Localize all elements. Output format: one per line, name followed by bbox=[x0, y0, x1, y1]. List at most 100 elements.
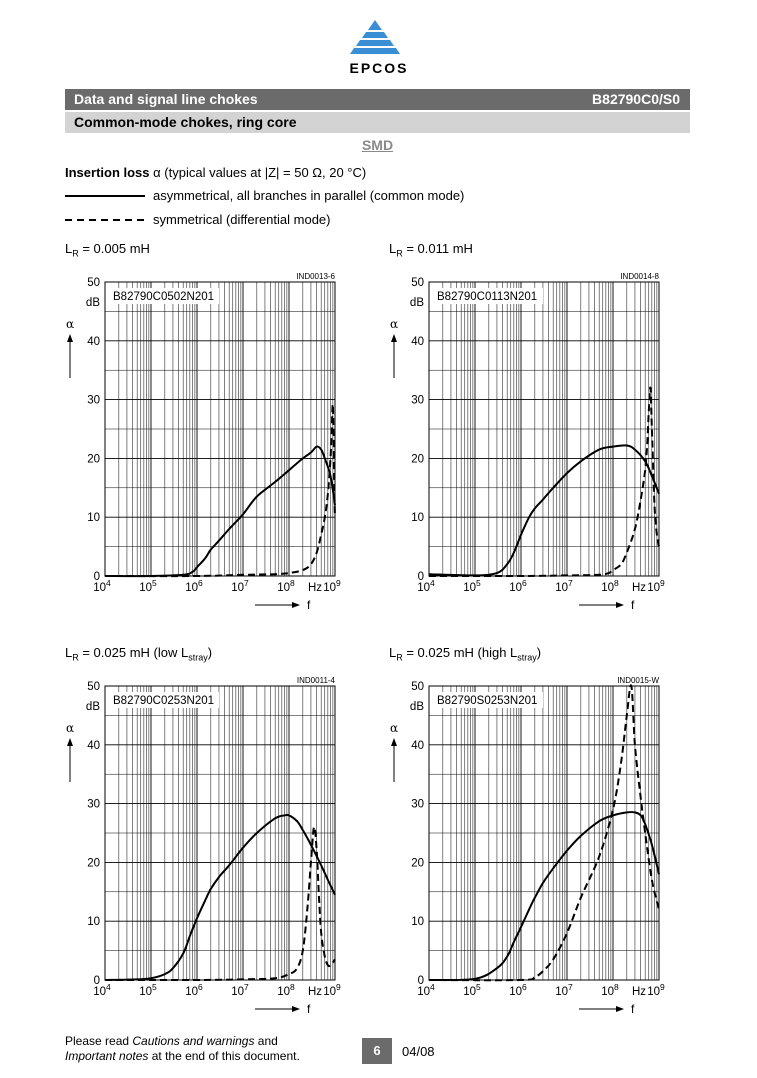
part-label-bg bbox=[435, 692, 543, 708]
footer-note-prefix: Please read bbox=[65, 1034, 133, 1048]
y-tick-label: 50 bbox=[411, 681, 424, 693]
y-tick-label: 50 bbox=[87, 277, 100, 289]
page-date: 04/08 bbox=[402, 1044, 435, 1059]
chart-svg: B82790C0253N201 IND0011-4 0 10 20 30 40 50 dB α 10… bbox=[66, 676, 341, 1016]
x-axis-arrow-head bbox=[616, 1006, 624, 1012]
panel-title-2: LR = 0.011 mH bbox=[389, 241, 473, 259]
x-tick-label: 109 bbox=[647, 982, 665, 998]
panel-title-4-sub2: stray bbox=[517, 652, 537, 663]
x-unit: Hz bbox=[308, 582, 322, 594]
series-asymmetrical bbox=[104, 445, 336, 578]
x-tick-label: 105 bbox=[139, 578, 157, 594]
series-asymmetrical bbox=[104, 813, 336, 981]
x-tick-label: 105 bbox=[139, 982, 157, 998]
part-label: B82790C0113N201 bbox=[437, 291, 537, 303]
series-symmetrical bbox=[428, 684, 660, 982]
section-title: Data and signal line chokes bbox=[74, 91, 258, 107]
y-tick-label: 30 bbox=[411, 799, 424, 811]
x-axis-label: f bbox=[631, 1002, 635, 1016]
y-tick-label: 10 bbox=[87, 512, 100, 524]
panel-title-3-sub: R bbox=[72, 652, 79, 663]
y-tick-label: 50 bbox=[87, 681, 100, 693]
panel-title-2-main: L bbox=[389, 241, 397, 256]
series-asymmetrical bbox=[428, 811, 660, 982]
part-label: B82790C0502N201 bbox=[113, 291, 214, 303]
x-unit: Hz bbox=[632, 582, 646, 594]
part-label-bg bbox=[111, 288, 219, 304]
panel-title-1-main: L bbox=[65, 241, 73, 256]
y-tick-label: 0 bbox=[418, 571, 424, 583]
legend-solid: asymmetrical, all branches in parallel (… bbox=[65, 188, 565, 206]
x-axis-arrow-head bbox=[292, 602, 300, 608]
y-tick-label: 30 bbox=[87, 395, 100, 407]
subtitle-bar: Common-mode chokes, ring core bbox=[65, 112, 690, 133]
important-notes-link: Important notes bbox=[65, 1049, 149, 1063]
panel-title-4-rest: = 0.025 mH (high L bbox=[402, 645, 518, 660]
x-axis-label: f bbox=[631, 598, 635, 612]
y-tick-label: 0 bbox=[94, 571, 100, 583]
x-tick-label: 108 bbox=[601, 982, 619, 998]
series-symmetrical bbox=[428, 386, 660, 578]
x-tick-label: 107 bbox=[555, 578, 573, 594]
y-axis-label: α bbox=[66, 317, 74, 331]
panel-title-1-sub: R bbox=[72, 248, 79, 259]
footer-note-mid: and bbox=[254, 1034, 278, 1048]
x-axis-arrow-head bbox=[616, 602, 624, 608]
part-number: B82790C0/S0 bbox=[592, 91, 680, 107]
x-axis-label: f bbox=[307, 598, 311, 612]
legend-dashed-label: symmetrical (differential mode) bbox=[153, 212, 331, 227]
panel-title-4-sub: R bbox=[396, 652, 403, 663]
chart-panel-4: B82790S0253N201 IND0015-W 0 10 20 30 40 50 dB α 10… bbox=[384, 672, 684, 1022]
insertion-loss-condition: α (typical values at |Z| = 50 Ω, 20 °C) bbox=[153, 165, 367, 180]
epcos-logo bbox=[350, 20, 400, 54]
panel-title-1: LR = 0.005 mH bbox=[65, 241, 150, 259]
page-number: 6 bbox=[362, 1038, 392, 1064]
panel-title-1-rest: = 0.005 mH bbox=[78, 241, 150, 256]
x-tick-label: 107 bbox=[231, 578, 249, 594]
y-tick-label: 40 bbox=[411, 740, 424, 752]
legend-dashed: symmetrical (differential mode) bbox=[65, 212, 565, 230]
y-unit: dB bbox=[86, 297, 100, 309]
package-label: SMD bbox=[361, 137, 394, 153]
chart-panel-2: B82790C0113N201 IND0014-8 0 10 20 30 40 50 dB α 10… bbox=[384, 268, 684, 618]
y-tick-label: 10 bbox=[411, 916, 424, 928]
x-unit: Hz bbox=[632, 986, 646, 998]
footer-note-suffix: at the end of this document. bbox=[148, 1049, 300, 1063]
figure-code: IND0011-4 bbox=[297, 676, 336, 685]
x-tick-label: 108 bbox=[277, 578, 295, 594]
plot-frame bbox=[428, 685, 660, 981]
x-tick-label: 108 bbox=[601, 578, 619, 594]
y-tick-label: 20 bbox=[87, 857, 100, 869]
grid bbox=[428, 281, 660, 577]
panel-title-2-sub: R bbox=[396, 248, 403, 259]
chart-svg: B82790S0253N201 IND0015-W 0 10 20 30 40 50 dB α 10… bbox=[390, 676, 665, 1016]
y-axis-label: α bbox=[390, 317, 398, 331]
part-label: B82790C0253N201 bbox=[113, 695, 214, 707]
x-tick-label: 105 bbox=[463, 982, 481, 998]
part-label: B82790S0253N201 bbox=[437, 695, 537, 707]
grid bbox=[104, 281, 336, 577]
x-tick-label: 109 bbox=[323, 578, 341, 594]
x-tick-label: 107 bbox=[231, 982, 249, 998]
x-tick-label: 106 bbox=[185, 578, 203, 594]
chart-panel-3: B82790C0253N201 IND0011-4 0 10 20 30 40 50 dB α 10… bbox=[60, 672, 360, 1022]
x-tick-label: 104 bbox=[417, 578, 435, 594]
part-label-bg bbox=[435, 288, 543, 304]
y-unit: dB bbox=[410, 701, 424, 713]
series-asymmetrical bbox=[428, 444, 660, 577]
legend-dashed-line bbox=[65, 219, 145, 221]
y-axis-arrow-head bbox=[67, 738, 73, 746]
chart-svg: B82790C0113N201 IND0014-8 0 10 20 30 40 50 dB α 10… bbox=[390, 272, 665, 612]
panel-title-4-end: ) bbox=[536, 645, 542, 660]
panel-title-3-end: ) bbox=[207, 645, 213, 660]
grid bbox=[104, 685, 336, 981]
x-tick-label: 106 bbox=[509, 578, 527, 594]
x-tick-label: 104 bbox=[93, 982, 111, 998]
y-unit: dB bbox=[410, 297, 424, 309]
y-axis-arrow-head bbox=[391, 334, 397, 342]
panel-title-3-sub2: stray bbox=[188, 652, 208, 663]
y-tick-label: 20 bbox=[87, 453, 100, 465]
x-tick-label: 105 bbox=[463, 578, 481, 594]
y-tick-label: 10 bbox=[411, 512, 424, 524]
x-tick-label: 109 bbox=[647, 578, 665, 594]
